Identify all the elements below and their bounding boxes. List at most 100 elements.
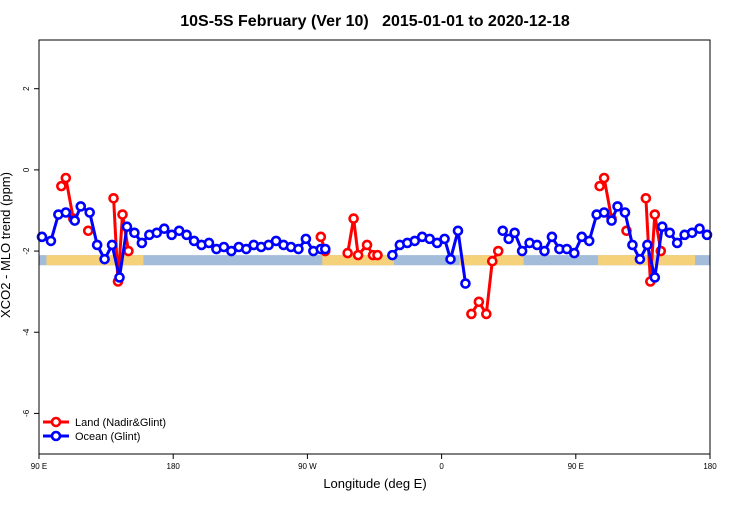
data-point [634,253,646,265]
data-point [481,308,492,320]
data-point [361,239,373,251]
data-point [114,272,125,283]
data-point [372,249,383,261]
data-point [226,245,237,257]
data-point [598,207,610,218]
data-point [99,253,110,265]
data-point [576,231,588,243]
data-point [75,201,87,212]
data-point [319,243,331,255]
data-point [561,243,573,255]
data-point [293,243,304,255]
data-point [424,233,435,245]
data-point [129,227,140,239]
data-point [497,225,509,237]
plot-frame [38,39,711,455]
data-point [84,207,95,218]
data-point [56,180,67,192]
data-point [45,235,57,247]
data-point [60,207,72,218]
data-point [649,272,661,283]
data-point [387,249,398,261]
data-point [569,247,580,259]
legend-label: Land (Nadir&Glint) [75,417,166,429]
y-tick-label: -4 [22,328,31,336]
data-point [117,209,128,220]
y-tick-label: 0 [22,167,31,172]
x-axis-label: Longitude (deg E) [323,476,426,491]
land-band-segment [46,255,144,266]
data-point [352,249,364,261]
y-tick-label: 2 [22,86,31,91]
data-point [701,229,713,241]
data-point [69,215,81,226]
series-1 [36,201,713,289]
data-point [671,237,683,249]
x-tick-label: 90 E [568,462,584,471]
data-point [612,201,623,212]
data-point [270,235,282,247]
data-point [606,215,617,226]
data-point [445,253,456,265]
x-tick-label: 90 W [298,462,317,471]
data-point [539,245,550,257]
data-point [173,225,185,237]
data-point [60,172,72,184]
data-point [664,227,676,239]
data-point [598,172,610,184]
y-tick-label: -6 [22,409,31,417]
data-point [656,221,668,233]
data-point [300,233,312,245]
legend-marker [50,416,62,428]
data-point [649,209,661,220]
data-point [516,245,528,257]
data-point [263,239,274,251]
data-point [166,229,178,241]
data-point [106,239,118,251]
data-point [439,233,450,245]
data-point [91,239,103,251]
x-tick-label: 180 [167,462,181,471]
data-point [409,235,421,247]
data-point [452,225,464,237]
data-point [181,229,192,241]
data-point [640,192,652,204]
data-point [486,255,498,267]
land-band-segment [598,255,696,266]
data-point [694,223,705,235]
data-point [121,221,133,233]
data-point [36,231,48,243]
data-point [466,308,477,320]
data-point [240,243,252,255]
chart-title: 10S-5S February (Ver 10) 2015-01-01 to 2… [180,13,570,30]
x-tick-label: 90 E [31,462,47,471]
x-tick-label: 180 [703,462,717,471]
data-point [583,235,595,247]
data-point [188,235,200,247]
data-point [203,237,215,249]
data-point [108,192,119,204]
series-line [346,217,378,257]
data-point [531,239,543,251]
x-tick-label: 0 [439,462,444,471]
data-point [509,227,520,239]
data-point [123,245,134,257]
data-point [460,278,471,289]
data-point [627,239,638,251]
y-axis-label: XCO2 - MLO trend (ppm) [0,172,13,318]
data-point [492,245,504,257]
data-point [158,223,170,235]
legend-label: Ocean (Glint) [75,431,140,443]
data-point [342,247,353,259]
data-point [82,225,94,237]
data-point [642,239,653,251]
data-point [503,233,515,245]
data-point [151,227,163,239]
data-point [686,227,698,239]
data-point [218,241,230,253]
data-point [348,213,359,224]
data-point [431,237,443,249]
data-point [473,296,485,308]
